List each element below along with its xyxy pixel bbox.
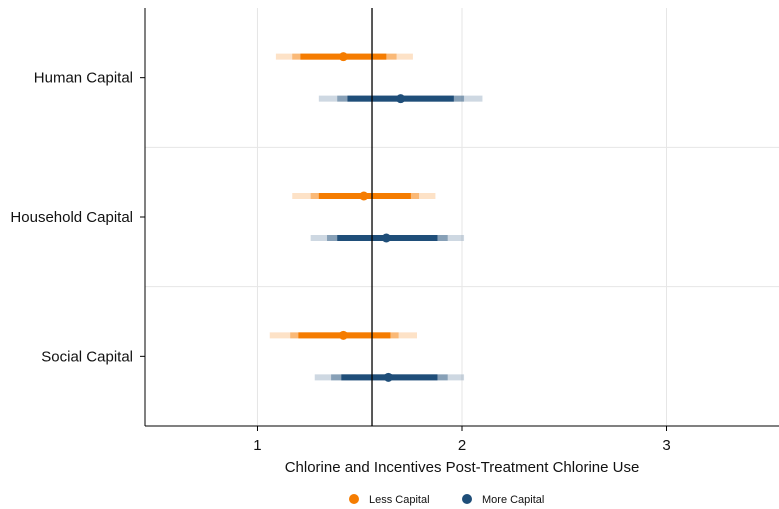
point-estimate xyxy=(338,330,348,340)
x-tick-label: 1 xyxy=(253,437,261,454)
point-estimate xyxy=(396,94,406,104)
confidence-intervals xyxy=(269,52,483,382)
point-estimate xyxy=(359,191,369,201)
x-tick-label: 2 xyxy=(458,437,466,454)
gridlines xyxy=(145,8,779,426)
x-axis-labels: 1 2 3 xyxy=(253,437,670,454)
y-tick-label: Household Capital xyxy=(10,209,133,226)
y-tick-label: Social Capital xyxy=(41,348,133,365)
legend-label: More Capital xyxy=(482,494,544,506)
axes xyxy=(140,8,779,431)
x-tick-label: 3 xyxy=(662,437,670,454)
point-estimate xyxy=(383,372,393,382)
legend: Less Capital More Capital xyxy=(349,494,544,506)
legend-marker xyxy=(462,494,472,504)
y-axis-labels: Human Capital Household Capital Social Cap… xyxy=(10,70,133,366)
legend-label: Less Capital xyxy=(369,494,430,506)
x-axis-title: Chlorine and Incentives Post-Treatment C… xyxy=(285,459,640,476)
legend-marker xyxy=(349,494,359,504)
point-estimate xyxy=(338,52,348,62)
y-tick-label: Human Capital xyxy=(34,70,133,87)
point-estimate xyxy=(381,233,391,243)
